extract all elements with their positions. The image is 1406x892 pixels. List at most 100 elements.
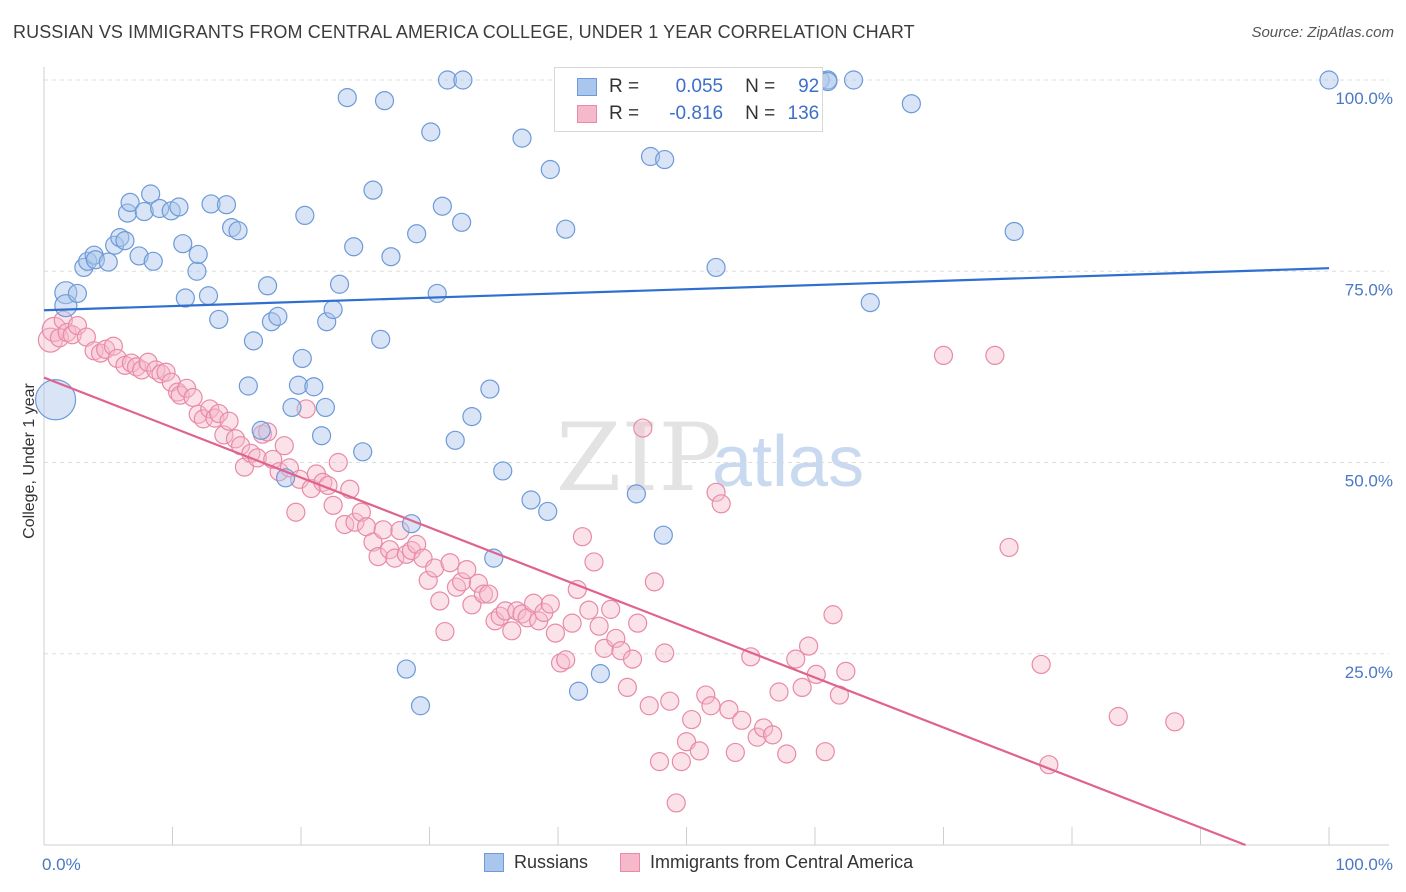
data-point-russians [437, 70, 458, 90]
data-point-immigrants [671, 752, 691, 772]
data-point-immigrants [769, 682, 789, 702]
data-point-immigrants [219, 411, 239, 431]
data-point-immigrants [401, 540, 422, 561]
data-point-russians [421, 122, 441, 142]
data-point-immigrants [446, 577, 467, 597]
legend-n-label: N = [745, 76, 776, 97]
data-point-immigrants [425, 558, 445, 578]
y-tick-label: 50.0% [1345, 472, 1393, 491]
data-point-russians [187, 261, 207, 281]
data-point-immigrants [660, 691, 680, 711]
watermark-zip: ZIP [556, 404, 722, 513]
data-point-immigrants [633, 418, 653, 438]
legend-r-value: -0.816 [669, 103, 724, 124]
x-tick-label: 100.0% [1335, 855, 1393, 874]
data-point-immigrants [274, 436, 294, 456]
data-point-immigrants [1108, 706, 1128, 727]
data-point-immigrants [556, 650, 576, 670]
data-point-russians [353, 442, 373, 462]
legend-row-russians: R = 0.055 N = 92 [577, 74, 819, 100]
data-point-russians [295, 205, 315, 226]
data-point-immigrants [655, 643, 675, 663]
data-point-immigrants [999, 537, 1019, 558]
data-point-russians [381, 247, 401, 267]
data-point-russians [640, 146, 661, 167]
data-point-immigrants [209, 403, 229, 424]
data-point-russians [706, 257, 726, 278]
axes [43, 67, 1389, 846]
data-point-russians [453, 70, 473, 90]
data-point-russians [201, 194, 221, 214]
data-point-russians [462, 407, 482, 427]
legend-r-label: R = [609, 103, 640, 124]
data-point-immigrants [430, 591, 450, 611]
data-point-russians [120, 192, 140, 212]
data-point-immigrants [706, 482, 726, 502]
data-point-immigrants [390, 520, 410, 541]
legend-swatch-russians [577, 78, 597, 96]
data-point-immigrants [823, 605, 843, 625]
data-point-russians [173, 234, 193, 254]
bottom-legend-label-immigrants: Immigrants from Central America [650, 852, 914, 872]
data-point-immigrants [589, 616, 609, 636]
data-point-russians [427, 283, 447, 304]
data-point-russians [556, 219, 576, 239]
data-point-russians [251, 420, 271, 440]
data-point-russians [288, 375, 309, 395]
data-point-immigrants [351, 502, 371, 522]
trend-line-russians [43, 267, 1330, 312]
x-tick-label: 0.0% [42, 855, 81, 874]
data-point-russians [209, 309, 229, 330]
watermark: ZIP atlas [556, 404, 864, 513]
data-point-immigrants [711, 494, 731, 514]
data-point-russians [150, 198, 170, 219]
data-point-russians [538, 501, 558, 522]
data-point-russians [452, 212, 472, 232]
data-point-immigrants [138, 352, 158, 372]
y-tick-label: 25.0% [1345, 663, 1393, 682]
data-point-immigrants [644, 572, 664, 592]
legend-swatch-immigrants [577, 105, 597, 123]
data-point-russians [337, 87, 357, 108]
data-point-russians [175, 288, 195, 308]
data-point-immigrants [507, 601, 527, 621]
data-point-immigrants [777, 744, 797, 764]
y-axis-title: College, Under 1 year [21, 383, 38, 539]
data-point-immigrants [579, 600, 599, 620]
data-point-russians [315, 397, 336, 418]
data-point-immigrants [725, 742, 745, 763]
data-point-russians [188, 244, 208, 265]
data-point-immigrants [836, 661, 856, 681]
data-point-immigrants [584, 552, 604, 572]
legend-n-value: 136 [787, 103, 820, 124]
data-point-immigrants [701, 696, 721, 716]
data-point-immigrants [440, 553, 460, 573]
data-point-russians [655, 149, 675, 170]
data-point-immigrants [473, 584, 494, 604]
source-label: Source: ZipAtlas.com [1251, 24, 1394, 41]
data-point-russians [410, 696, 431, 716]
data-point-russians [98, 252, 118, 272]
data-point-immigrants [622, 649, 643, 669]
bottom-legend: Russians Immigrants from Central America [484, 852, 945, 873]
data-point-immigrants [606, 628, 626, 649]
series-russians [34, 70, 1339, 716]
data-point-russians [141, 184, 161, 204]
data-point-immigrants [786, 649, 806, 669]
bottom-legend-russians: Russians [484, 852, 588, 873]
data-point-immigrants [368, 546, 388, 567]
data-point-immigrants [628, 613, 648, 633]
data-point-immigrants [200, 399, 220, 419]
data-point-immigrants [732, 710, 752, 730]
data-point-russians [261, 312, 282, 332]
y-tick-label: 75.0% [1345, 280, 1393, 299]
data-point-immigrants [639, 696, 659, 716]
data-point-russians [228, 221, 248, 241]
legend-r-value: 0.055 [675, 76, 724, 97]
data-point-immigrants [435, 621, 455, 642]
data-point-immigrants [495, 601, 515, 621]
data-point-immigrants [457, 559, 477, 580]
bottom-legend-swatch-russians [484, 853, 504, 872]
data-point-immigrants [156, 362, 176, 382]
